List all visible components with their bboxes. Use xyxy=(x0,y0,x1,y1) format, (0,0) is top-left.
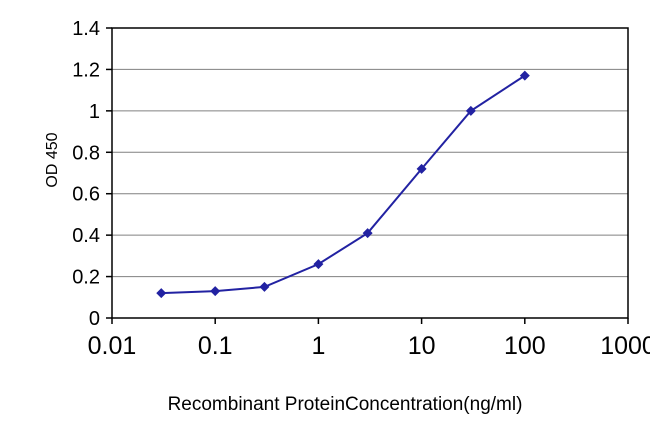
data-point-marker xyxy=(156,288,167,299)
data-point-marker xyxy=(416,163,427,174)
data-point-marker xyxy=(210,286,221,297)
y-tick-label: 1 xyxy=(89,101,100,123)
plot-border xyxy=(111,27,629,319)
y-tick-label: 1.2 xyxy=(72,59,100,81)
x-axis-ticks: 0.01 0.1 1 10 100 1000 xyxy=(88,318,650,360)
y-axis-ticks: 0 0.2 0.4 0.6 0.8 1 1.2 1.4 xyxy=(72,18,112,330)
x-tick-label: 0.01 xyxy=(88,332,137,360)
data-point-marker xyxy=(519,70,530,81)
x-tick-label: 10 xyxy=(408,332,436,360)
y-tick-label: 0.6 xyxy=(72,184,100,206)
y-tick-label: 1.4 xyxy=(72,18,100,40)
y-tick-label: 0.8 xyxy=(72,142,100,164)
series-line xyxy=(161,74,526,295)
y-tick-label: 0.2 xyxy=(72,267,100,289)
x-tick-label: 1 xyxy=(311,332,325,360)
y-axis-title: OD 450 xyxy=(44,132,61,187)
data-point-marker xyxy=(259,281,270,292)
x-tick-label: 1000 xyxy=(600,332,650,360)
plot-border-rect xyxy=(111,27,629,319)
x-tick-label: 100 xyxy=(504,332,546,360)
data-point-marker xyxy=(465,105,476,116)
x-tick-label: 0.1 xyxy=(198,332,233,360)
x-axis-title: Recombinant ProteinConcentration(ng/ml) xyxy=(168,394,523,415)
data-series xyxy=(156,70,530,299)
data-point-marker xyxy=(313,259,324,270)
gridlines xyxy=(112,27,628,278)
y-tick-label: 0.4 xyxy=(72,225,100,247)
y-tick-label: 0 xyxy=(89,308,100,330)
data-point-marker xyxy=(362,228,373,239)
